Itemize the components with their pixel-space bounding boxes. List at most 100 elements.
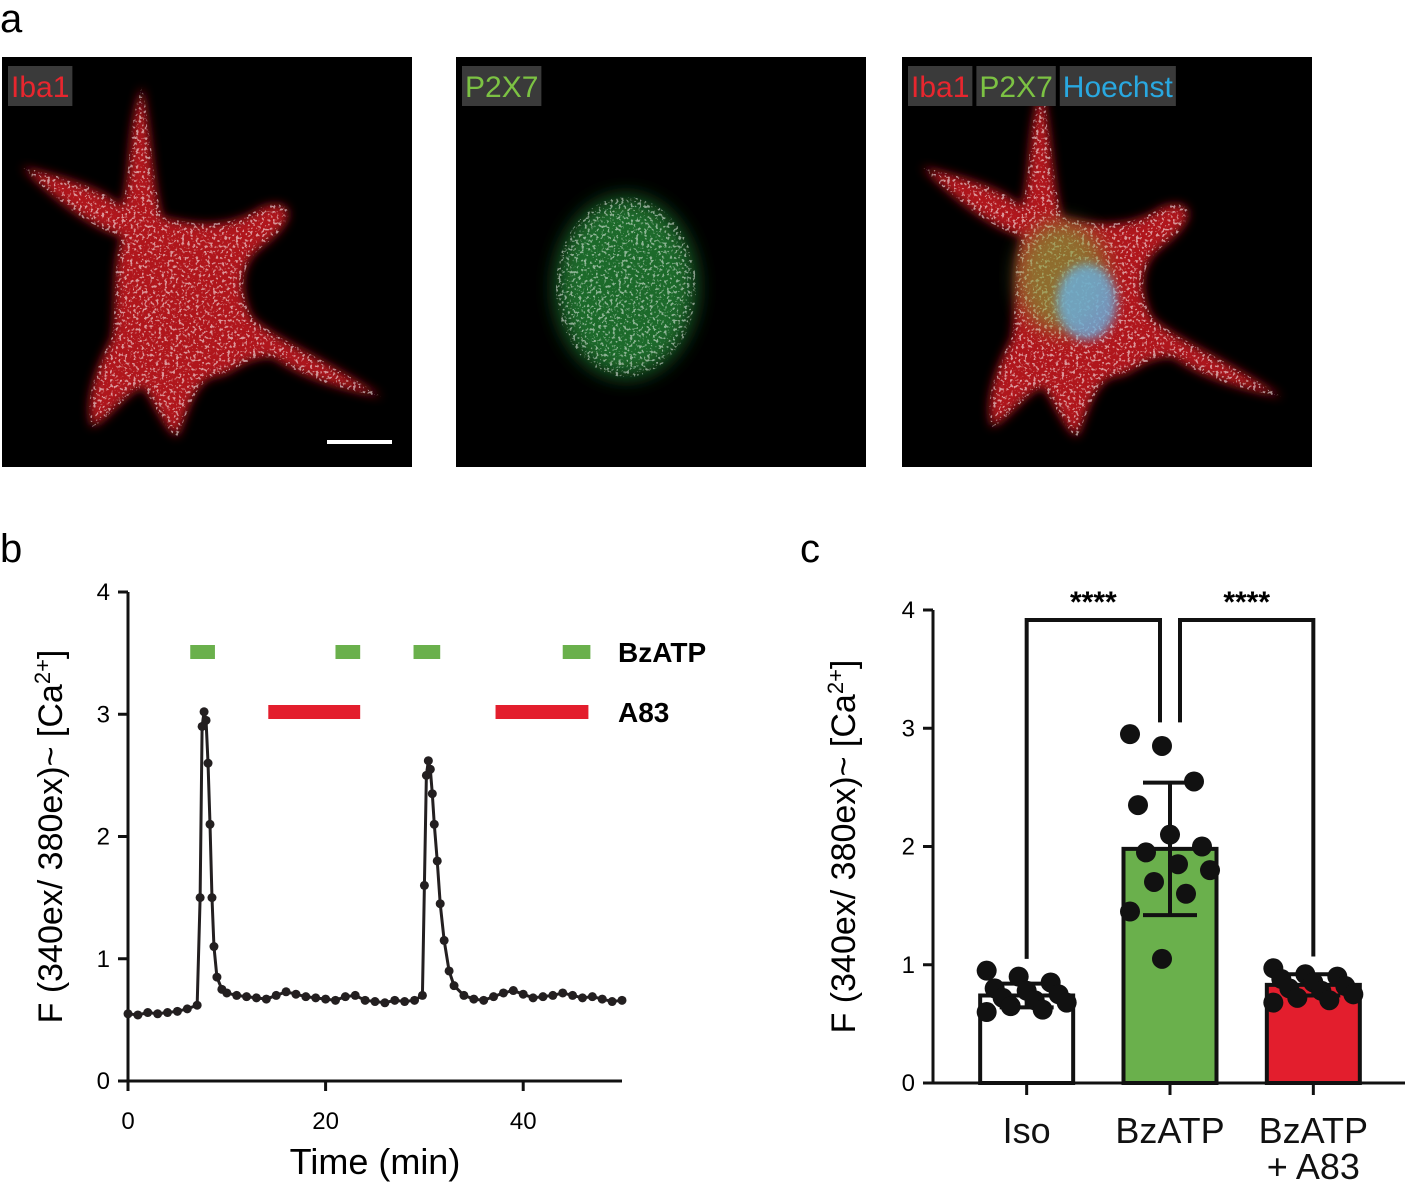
data-point [1176,883,1196,904]
treatment-bar [190,645,215,659]
point [251,993,261,1003]
point [417,990,427,1000]
point [222,988,232,998]
point [469,994,479,1004]
point [597,994,607,1004]
data-point [1184,771,1204,792]
point [435,899,445,909]
label-box [1059,66,1176,106]
point [439,935,449,945]
y-axis-label: F (340ex/ 380ex)~ [Ca2+] [823,660,864,1034]
data-point [1032,999,1053,1020]
y-tick-label: 1 [97,946,110,973]
treatment-bar [495,705,589,719]
data-point [1287,987,1308,1008]
data-point [1000,996,1021,1017]
legend-label: BzATP [618,637,706,668]
panel-label: a [0,0,23,41]
label-text: F (340ex/ 380ex)~ [Ca [825,694,863,1033]
data-point [1120,901,1140,922]
point [203,758,213,768]
point [577,993,587,1003]
x-tick-label: BzATP + A83 [1258,1110,1368,1187]
data-point [976,1002,997,1023]
y-tick-label: 3 [902,715,915,742]
micrograph [456,57,866,467]
image-label: Iba1 [11,71,69,104]
point [518,989,528,999]
significance-label: **** [1223,586,1270,619]
point [209,942,219,952]
point [400,997,410,1007]
point [271,990,281,1000]
point [390,995,400,1005]
panel-label: b [0,527,22,571]
point [538,992,548,1002]
data-point [1200,860,1220,881]
panel-label: c [800,527,820,571]
point [350,990,360,1000]
data-point [1128,795,1148,816]
point [479,995,489,1005]
y-tick-label: 4 [902,597,915,624]
point [617,995,627,1005]
x-axis-label: Time (min) [290,1141,461,1182]
point [410,995,420,1005]
x-tick-label: Iso [1002,1110,1051,1151]
micrograph [2,57,412,467]
point [370,997,380,1007]
significance-bracket [1178,618,1316,957]
point [232,990,242,1000]
point [449,981,459,991]
y-tick-label: 3 [97,701,110,728]
x-tick-label: 40 [510,1108,537,1135]
legend-label: A83 [618,697,669,728]
point [489,992,499,1002]
point [207,893,217,903]
data-point [1263,992,1284,1013]
y-axis-label: F (340ex/ 380ex)~ [Ca2+] [30,650,71,1024]
point [330,995,340,1005]
treatment-bar [562,645,591,659]
image-label: P2X7 [979,71,1052,104]
treatment-bar [268,705,361,719]
image-label: P2X7 [465,71,538,104]
data-point [1120,724,1140,745]
y-tick-label: 2 [97,824,110,851]
point [301,992,311,1002]
point [427,789,437,799]
point [242,992,252,1002]
point [444,966,454,976]
point [607,997,617,1007]
point [195,893,205,903]
data-point [976,960,997,981]
point [291,989,301,999]
label-box [462,66,542,106]
image-label: Hoechst [1063,71,1174,104]
point [429,819,439,829]
point [143,1008,153,1018]
point [163,1008,173,1018]
point [261,994,271,1004]
label-text: ] [32,650,70,659]
point [340,992,350,1002]
label-text: F (340ex/ 380ex)~ [Ca [32,684,70,1023]
point [172,1006,182,1016]
point [459,990,469,1000]
point [281,987,291,997]
data-point [1168,854,1188,875]
point [508,986,518,996]
significance-bracket [1024,618,1162,959]
point [182,1004,192,1014]
point [123,1009,133,1019]
y-tick-label: 0 [902,1070,915,1097]
treatment-bar [335,645,361,659]
data-point [1056,992,1077,1013]
label-box [908,66,973,106]
point [360,995,370,1005]
point [133,1010,143,1020]
data-point [1160,824,1180,845]
point [432,856,442,866]
